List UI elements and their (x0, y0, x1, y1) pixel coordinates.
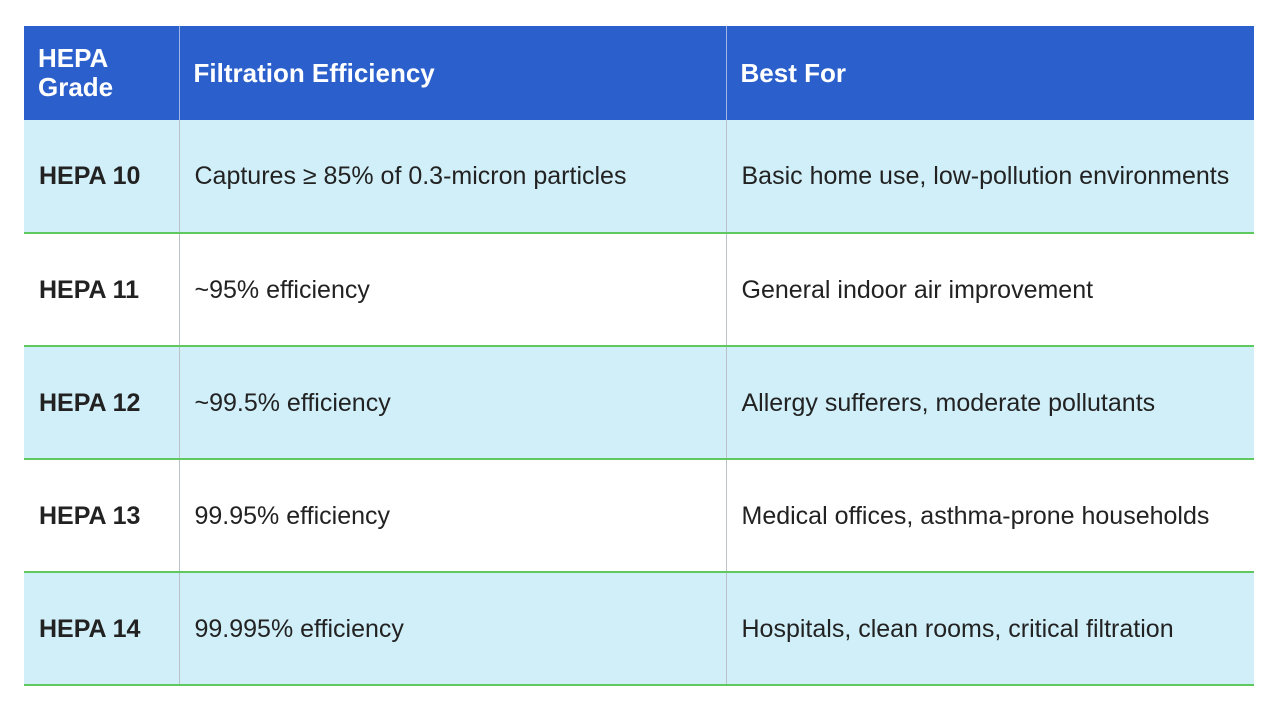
efficiency-cell: ~95% efficiency (179, 233, 727, 347)
table-header: HEPA Grade Filtration Efficiency Best For (24, 26, 1254, 120)
table-row: HEPA 10 Captures ≥ 85% of 0.3-micron par… (24, 120, 1254, 234)
table-row: HEPA 11 ~95% efficiency General indoor a… (24, 233, 1254, 347)
header-row: HEPA Grade Filtration Efficiency Best For (24, 26, 1254, 120)
grade-cell: HEPA 12 (24, 346, 180, 460)
efficiency-cell: 99.95% efficiency (179, 459, 727, 573)
best-for-cell: Medical offices, asthma-prone households (726, 459, 1254, 573)
table-row: HEPA 12 ~99.5% efficiency Allergy suffer… (24, 346, 1254, 460)
efficiency-cell: 99.995% efficiency (179, 572, 727, 686)
grade-cell: HEPA 10 (24, 120, 180, 234)
header-hepa-grade: HEPA Grade (24, 26, 180, 120)
efficiency-cell: ~99.5% efficiency (179, 346, 727, 460)
grade-cell: HEPA 11 (24, 233, 180, 347)
grade-cell: HEPA 14 (24, 572, 180, 686)
hepa-grade-table: HEPA Grade Filtration Efficiency Best For… (24, 26, 1254, 686)
header-filtration-efficiency: Filtration Efficiency (179, 26, 727, 120)
header-grade-line1: HEPA (38, 43, 109, 73)
hepa-grade-table-container: HEPA Grade Filtration Efficiency Best For… (24, 26, 1254, 686)
best-for-cell: Allergy sufferers, moderate pollutants (726, 346, 1254, 460)
table-row: HEPA 13 99.95% efficiency Medical office… (24, 459, 1254, 573)
table-row: HEPA 14 99.995% efficiency Hospitals, cl… (24, 572, 1254, 686)
best-for-cell: General indoor air improvement (726, 233, 1254, 347)
best-for-cell: Hospitals, clean rooms, critical filtrat… (726, 572, 1254, 686)
header-best-for: Best For (740, 57, 846, 88)
header-grade-line2: Grade (38, 72, 114, 102)
best-for-cell: Basic home use, low-pollution environmen… (726, 120, 1254, 234)
efficiency-cell: Captures ≥ 85% of 0.3-micron particles (179, 120, 727, 234)
table-body: HEPA 10 Captures ≥ 85% of 0.3-micron par… (24, 120, 1254, 686)
grade-cell: HEPA 13 (24, 459, 180, 573)
